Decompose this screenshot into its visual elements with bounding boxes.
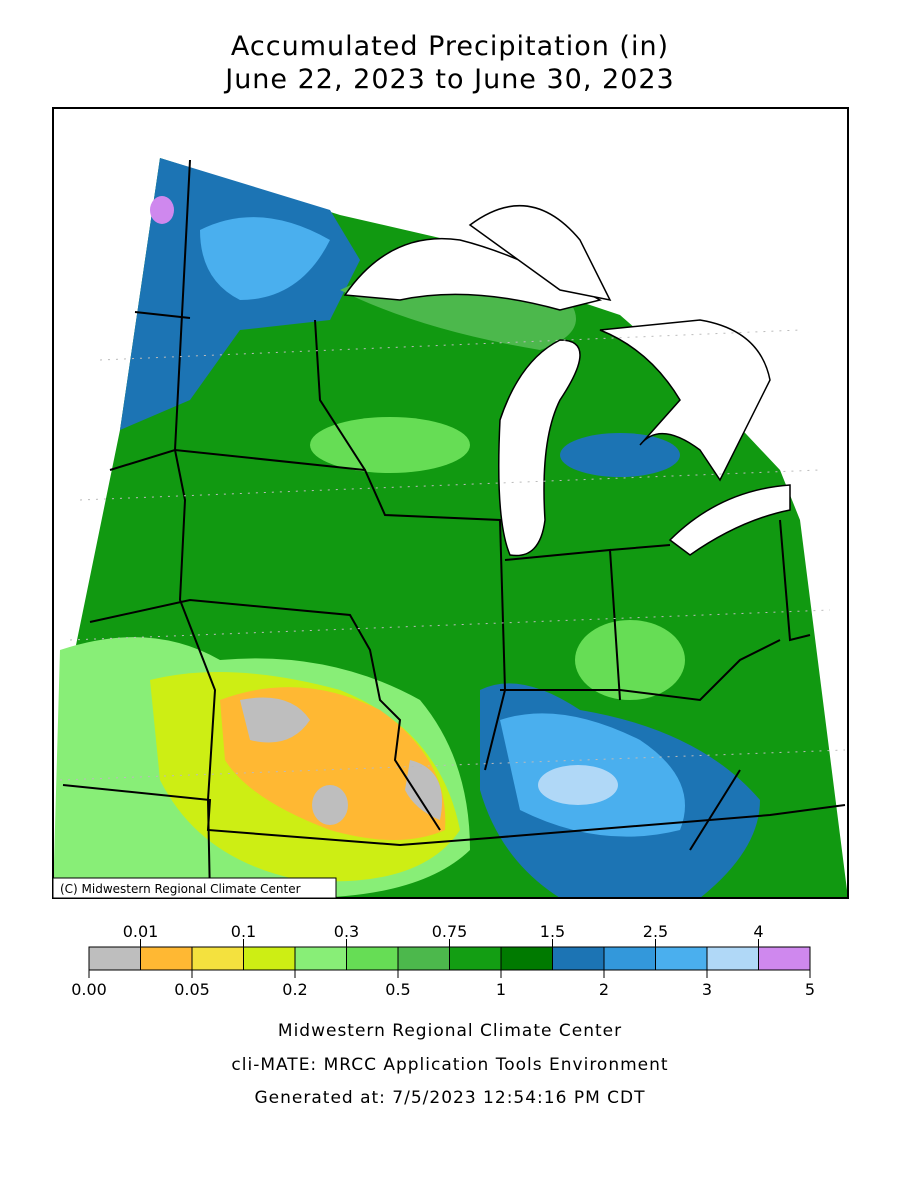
map-frame xyxy=(52,107,849,899)
legend-swatch xyxy=(294,946,347,971)
legend-label: 1 xyxy=(496,980,506,999)
legend-label: 3 xyxy=(702,980,712,999)
lake-michigan xyxy=(498,339,581,557)
legend-swatch xyxy=(191,946,244,971)
credit-box xyxy=(52,877,337,899)
legend-swatch xyxy=(346,946,399,971)
state-borders xyxy=(62,159,846,898)
wet-area xyxy=(150,196,174,224)
legend-label: 0.3 xyxy=(334,922,359,941)
legend-label: 0.2 xyxy=(282,980,307,999)
legend-swatch xyxy=(88,946,141,971)
legend-label: 0.01 xyxy=(123,922,159,941)
legend-label: 2.5 xyxy=(643,922,668,941)
subtitle: June 22, 2023 to June 30, 2023 xyxy=(223,64,675,95)
footer-line: Midwestern Regional Climate Center xyxy=(278,1021,622,1041)
legend-label: 0.00 xyxy=(71,980,107,999)
dry-area xyxy=(310,417,470,473)
legend-swatch xyxy=(449,946,502,971)
wet-area xyxy=(200,217,330,300)
lake-huron xyxy=(599,319,771,482)
dry-area xyxy=(312,785,348,825)
footer-line: cli-MATE: MRCC Application Tools Environ… xyxy=(231,1055,668,1075)
legend-swatch xyxy=(140,946,193,971)
legend-swatch xyxy=(655,946,708,971)
dry-area xyxy=(575,620,685,700)
legend-label: 1.5 xyxy=(540,922,565,941)
legend-swatch xyxy=(397,946,450,971)
legend-label: 2 xyxy=(599,980,609,999)
legend-label: 4 xyxy=(753,922,763,941)
legend-swatch xyxy=(552,946,605,971)
lake-erie xyxy=(668,484,791,556)
legend-swatch xyxy=(706,946,759,971)
legend-label: 0.5 xyxy=(385,980,410,999)
wet-area xyxy=(560,433,680,477)
legend-label: 0.75 xyxy=(432,922,468,941)
legend-label: 0.05 xyxy=(174,980,210,999)
legend-swatch xyxy=(603,946,656,971)
legend-swatch xyxy=(500,946,553,971)
footer-line: Generated at: 7/5/2023 12:54:16 PM CDT xyxy=(255,1088,646,1108)
dry-area xyxy=(240,697,310,743)
dry-area xyxy=(405,760,442,820)
legend: 0.00 0.01 0.05 0.1 0.2 0.3 0.5 0.75 1 1.5 2 2.5 3 4 5 xyxy=(71,922,815,999)
map: (C) Midwestern Regional Climate Center xyxy=(52,107,849,899)
legend-label: 0.1 xyxy=(231,922,256,941)
wet-area xyxy=(538,765,618,805)
credit: (C) Midwestern Regional Climate Center xyxy=(60,882,301,896)
canada xyxy=(468,204,612,302)
legend-swatch xyxy=(758,946,811,971)
title: Accumulated Precipitation (in) xyxy=(231,31,669,62)
legend-swatch xyxy=(243,946,296,971)
legend-label: 5 xyxy=(805,980,815,999)
